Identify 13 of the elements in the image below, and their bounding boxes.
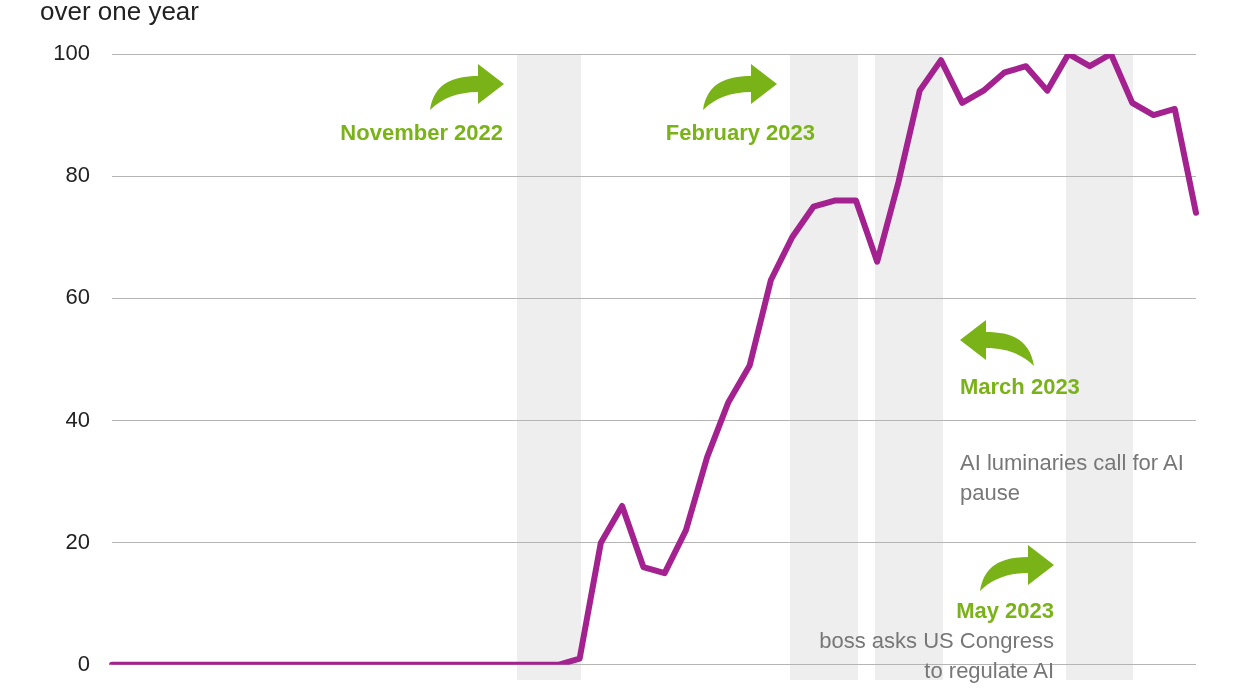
annotation: boss asks US Congress to regulate AI (818, 627, 1054, 685)
y-tick-label: 20 (65, 528, 90, 554)
annotation: AI luminaries call for AI pause (960, 449, 1185, 507)
chart-title: over one year (40, 0, 199, 27)
y-tick-label: 80 (65, 162, 90, 188)
annotation: November 2022 (339, 119, 503, 147)
annotation: May 2023 (955, 597, 1054, 625)
annotation: February 2023 (664, 119, 815, 147)
y-tick-label: 100 (53, 40, 90, 66)
y-tick-label: 0 (77, 650, 90, 676)
annotation: March 2023 (960, 373, 1081, 401)
y-tick-label: 40 (65, 406, 90, 432)
y-tick-label: 60 (65, 284, 90, 310)
